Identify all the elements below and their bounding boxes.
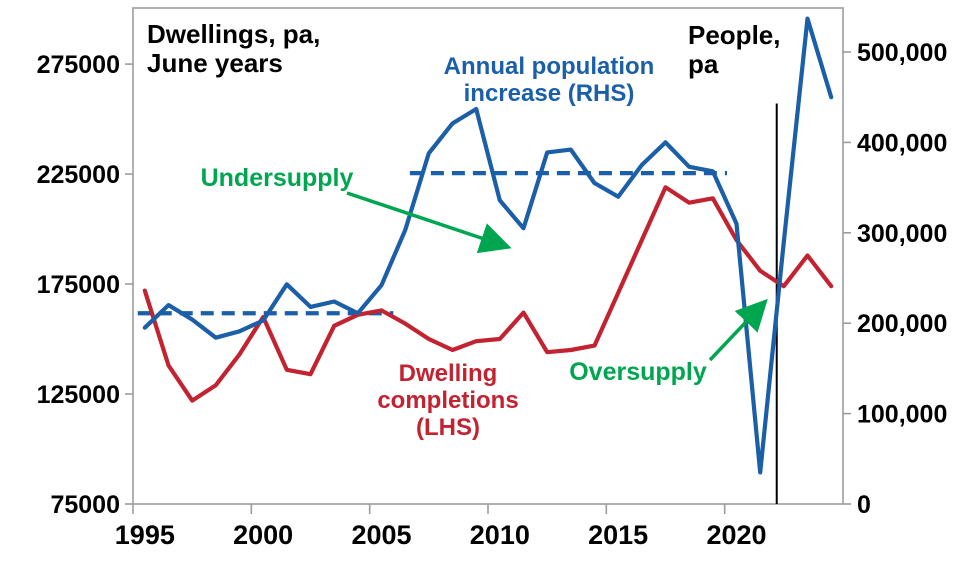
left-axis-tick-label: 175000 bbox=[37, 271, 120, 299]
right-axis-tick-label: 400,000 bbox=[857, 129, 947, 157]
right-axis-title: People, pa bbox=[688, 20, 781, 80]
undersupply-annotation: Undersupply bbox=[200, 164, 354, 192]
right-axis-tick-label: 300,000 bbox=[857, 220, 947, 248]
oversupply-annotation: Oversupply bbox=[569, 358, 707, 386]
x-axis-tick-label: 1995 bbox=[115, 520, 175, 550]
population-series-label: Annual population increase (RHS) bbox=[443, 53, 655, 108]
x-axis-tick-label: 2010 bbox=[470, 520, 530, 550]
right-axis-tick-label: 100,000 bbox=[857, 401, 947, 429]
x-axis-tick-label: 2005 bbox=[351, 520, 411, 550]
left-axis-tick-label: 225000 bbox=[37, 161, 120, 189]
left-axis-tick-label: 125000 bbox=[37, 381, 120, 409]
left-axis-tick-label: 275000 bbox=[37, 51, 120, 79]
oversupply-arrow bbox=[708, 298, 768, 362]
right-axis-tick-label: 0 bbox=[857, 491, 871, 519]
right-axis-tick-label: 200,000 bbox=[857, 310, 947, 338]
left-axis-tick-label: 75000 bbox=[50, 491, 120, 519]
left-axis-title: Dwellings, pa, June years bbox=[147, 19, 321, 79]
x-axis-tick-label: 2015 bbox=[588, 520, 648, 550]
population-increase-line bbox=[142, 16, 834, 475]
x-axis-tick-label: 2020 bbox=[706, 520, 766, 550]
x-axis-tick-label: 2000 bbox=[233, 520, 293, 550]
right-axis-tick-label: 500,000 bbox=[857, 39, 947, 67]
undersupply-arrow bbox=[346, 191, 512, 254]
dwelling-series-label: Dwelling completions (LHS) bbox=[377, 360, 519, 442]
